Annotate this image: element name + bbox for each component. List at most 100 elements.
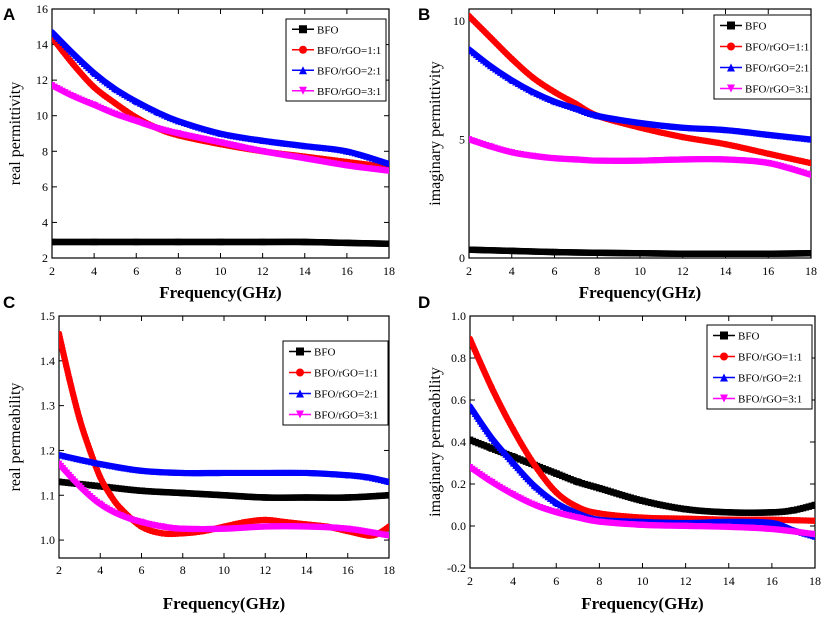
legend-swatch-marker [299,86,307,95]
x-tick-label: 6 [553,574,559,588]
data-point [807,171,811,179]
data-point [262,494,269,501]
panel-c: C 2 4 6 8 10 12 14 16 18 1.0 1.1 1.2 1.3 1.4 1.5 Frequen… [3,293,395,613]
data-point [551,248,558,256]
data-point [636,119,644,127]
x-tick-label: 14 [301,563,313,577]
series-3 [59,460,389,539]
data-point [97,460,104,468]
data-point [553,470,560,477]
y-tick-label: 14 [36,38,48,52]
data-point [385,478,389,486]
data-point [509,491,517,498]
data-point [508,247,515,255]
x-tick-label: 6 [552,264,558,278]
x-axis-title: Frequency(GHz) [581,594,703,613]
data-point [343,148,351,155]
data-point [722,126,729,134]
x-tick-label: 16 [341,264,353,278]
x-tick-label: 18 [383,264,395,278]
x-axis-title: Frequency(GHz) [579,283,701,302]
data-point [529,152,537,160]
legend-label: BFO/rGO=3:1 [745,84,809,96]
x-tick-label: 6 [139,563,145,577]
legend-swatch-marker [727,42,735,51]
data-point [722,250,729,257]
y-tick-label: 1.3 [40,399,55,413]
data-point [175,117,182,125]
data-point [76,415,83,423]
data-point [303,494,310,501]
data-point [52,82,56,89]
x-tick-label: 12 [680,574,692,588]
data-point [217,139,224,146]
data-point [158,530,166,537]
series-0 [59,478,389,501]
legend-swatch-marker [727,84,735,93]
data-point [344,525,351,533]
data-point [725,509,732,516]
data-point [301,142,308,150]
legend-label: BFO/rGO=1:1 [317,45,381,57]
data-point [790,507,797,514]
y-tick-label: 8 [42,144,48,158]
legend-label: BFO/rGO=2:1 [745,63,809,75]
x-tick-label: 8 [596,574,602,588]
data-point [765,131,772,138]
data-point [531,501,538,509]
series-0 [52,238,389,247]
legend-label: BFO/rGO=3:1 [314,410,378,422]
data-point [385,523,389,530]
series-marker [479,472,486,479]
data-point [344,471,351,479]
data-point [90,69,98,77]
y-tick-label: 6 [42,180,48,194]
x-tick-label: 14 [723,574,735,588]
data-point [487,34,494,41]
legend-swatch-marker [296,389,304,398]
data-point [508,149,515,156]
data-point [259,238,266,246]
data-point [385,160,389,167]
data-point [69,50,77,57]
y-tick-label: 1.1 [40,488,55,502]
data-point [811,517,815,524]
y-tick-label: 1.0 [451,309,466,323]
y-tick-label: 10 [36,109,48,123]
data-point [639,521,646,529]
series-marker [474,469,481,476]
legend-label: BFO/rGO=3:1 [317,86,381,98]
x-tick-label: 4 [509,264,515,278]
data-point [807,136,811,143]
y-tick-label: -0.2 [447,561,466,575]
data-point [52,28,56,36]
legend-label: BFO/rGO=1:1 [314,368,378,380]
data-point [344,494,351,501]
legend: BFO BFO/rGO=1:1 BFO/rGO=2:1 BFO/rGO=3:1 [282,340,389,426]
x-tick-label: 2 [49,264,55,278]
data-point [765,250,772,257]
data-point [636,250,644,257]
data-point [487,143,494,150]
x-tick-label: 12 [677,264,689,278]
data-point [594,249,601,256]
y-tick-label: 12 [36,73,48,87]
data-point [220,492,228,499]
data-point [470,464,474,471]
data-point [551,155,558,162]
x-axis-title: Frequency(GHz) [159,283,281,302]
legend-label: BFO [745,21,766,33]
legend-swatch-marker [727,21,735,30]
x-tick-label: 4 [97,563,103,577]
series-2 [469,46,811,143]
series-line [469,136,811,178]
data-point [262,516,269,524]
data-point [301,238,308,246]
data-point [220,469,228,477]
legend-swatch-marker [720,394,728,403]
data-point [179,489,186,497]
y-tick-label: 1.2 [40,443,55,457]
data-point [469,246,473,253]
series-marker [476,470,484,478]
data-point [725,518,732,525]
